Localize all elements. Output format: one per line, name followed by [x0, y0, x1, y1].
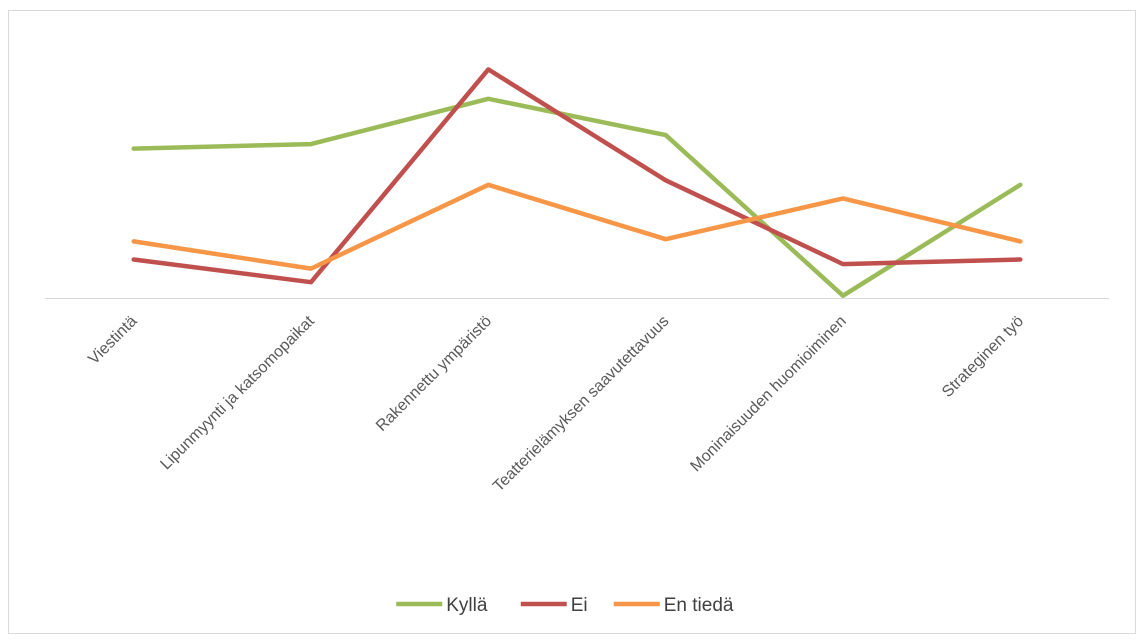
legend-label-kylla: Kyllä [446, 595, 488, 616]
data-point-kylla-0 [132, 147, 136, 151]
data-point-en-tieda-1 [309, 267, 313, 271]
series-line-ei [131, 67, 1023, 285]
data-point-ei-3 [664, 178, 668, 182]
x-tick-label: Rakennettu ympäristö [373, 313, 495, 435]
legend-item-ei: Ei [520, 595, 588, 616]
x-tick-label: Lipunmyynti ja katsomopaikat [157, 312, 318, 473]
legend-item-kylla: Kyllä [396, 595, 488, 616]
data-point-kylla-4 [841, 294, 845, 298]
x-tick-label: Viestintä [85, 313, 140, 368]
data-point-ei-4 [841, 262, 845, 266]
x-tick-label: Strateginen työ [939, 313, 1027, 401]
data-point-ei-0 [132, 258, 136, 262]
data-point-kylla-1 [309, 142, 313, 146]
data-point-kylla-5 [1018, 183, 1022, 187]
x-tick-label: Teatterielämyksen saavutettavuus [490, 313, 672, 495]
legend-label-ei: Ei [571, 595, 588, 616]
data-point-en-tieda-5 [1018, 239, 1022, 243]
x-tick-labels: Viestintä Lipunmyynti ja katsomopaikat Rak… [85, 312, 1027, 495]
data-point-en-tieda-4 [841, 196, 845, 200]
x-tick-label: Moninaisuuden huomioiminen [687, 313, 849, 475]
series-layer [131, 67, 1023, 298]
series-line-en-tieda [131, 182, 1023, 271]
data-point-ei-1 [309, 280, 313, 284]
data-point-ei-5 [1018, 258, 1022, 262]
data-point-en-tieda-3 [664, 237, 668, 241]
legend-item-en-tieda: En tiedä [613, 595, 734, 616]
data-point-kylla-3 [664, 133, 668, 137]
legend-label-en-tieda: En tiedä [664, 595, 734, 616]
data-point-en-tieda-2 [486, 183, 490, 187]
series-line-kylla [131, 96, 1023, 298]
data-point-en-tieda-0 [132, 239, 136, 243]
data-point-ei-2 [486, 67, 490, 71]
data-point-kylla-2 [486, 97, 490, 101]
legend: Kyllä Ei En tiedä [396, 595, 734, 616]
